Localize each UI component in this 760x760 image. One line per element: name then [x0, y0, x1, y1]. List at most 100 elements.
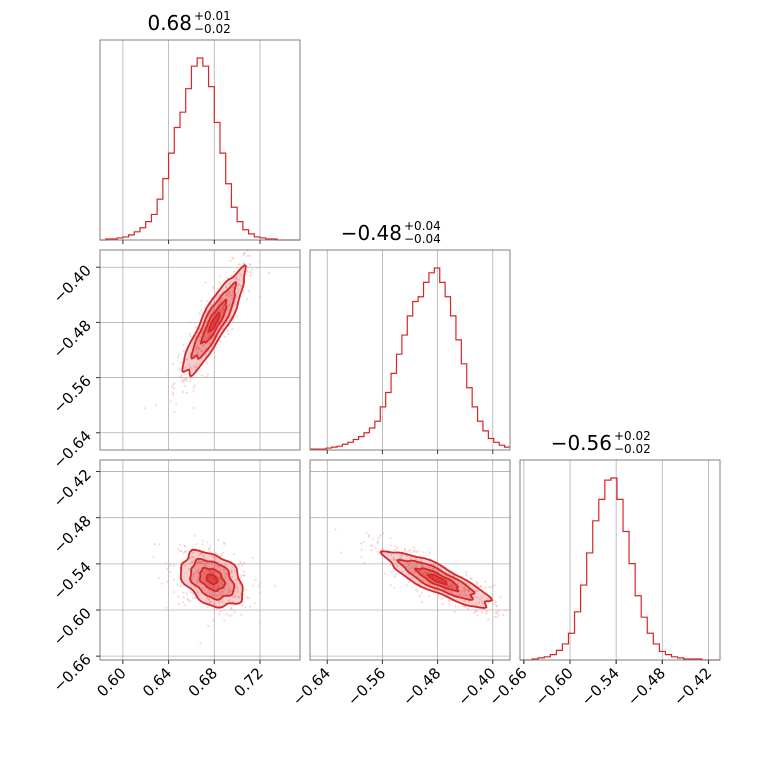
scatter-point — [462, 605, 465, 608]
scatter-point — [267, 271, 270, 275]
scatter-point — [213, 356, 216, 359]
scatter-point — [211, 309, 214, 312]
scatter-point — [219, 569, 222, 572]
scatter-point — [196, 345, 199, 348]
scatter-point — [177, 602, 180, 605]
scatter-point — [370, 544, 373, 547]
scatter-point — [182, 601, 185, 604]
scatter-point — [199, 561, 202, 564]
scatter-point — [223, 567, 226, 570]
scatter-point — [440, 597, 444, 601]
scatter-point — [230, 274, 233, 277]
scatter-point — [230, 571, 233, 575]
scatter-point — [188, 379, 192, 382]
scatter-point — [447, 585, 450, 588]
scatter-point — [227, 599, 231, 602]
scatter-point — [236, 586, 239, 589]
scatter-point — [236, 282, 239, 286]
scatter-point — [237, 283, 240, 286]
scatter-point — [197, 561, 200, 564]
scatter-point — [238, 596, 241, 599]
scatter-point — [463, 599, 466, 602]
scatter-point — [178, 367, 181, 370]
scatter-point — [197, 561, 200, 564]
scatter-point — [161, 582, 164, 585]
param-title-plus: +0.02 — [614, 429, 651, 443]
scatter-point — [222, 551, 225, 554]
scatter-point — [408, 564, 411, 567]
histogram-panel-frame — [309, 249, 511, 451]
scatter-point — [223, 542, 226, 545]
scatter-point — [255, 266, 258, 270]
scatter-point — [218, 275, 221, 278]
scatter-point — [187, 363, 191, 366]
scatter-point — [209, 601, 212, 604]
scatter-point — [210, 570, 213, 573]
scatter-point — [367, 534, 370, 537]
scatter-point — [217, 590, 221, 593]
scatter-point — [175, 402, 178, 405]
scatter-point — [190, 577, 193, 580]
scatter-point — [227, 305, 230, 308]
scatter-point — [226, 329, 230, 332]
scatter-point — [219, 299, 222, 302]
scatter-point — [251, 556, 254, 559]
scatter-point — [229, 589, 232, 592]
scatter-point — [445, 584, 448, 588]
scatter-point — [210, 309, 214, 313]
scatter-point — [400, 554, 404, 557]
scatter-point — [184, 550, 187, 553]
scatter-point — [485, 610, 488, 613]
scatter-point — [447, 589, 450, 592]
scatter-point — [221, 310, 224, 313]
scatter-point — [468, 596, 471, 600]
scatter-point — [371, 537, 375, 540]
scatter-point — [228, 290, 231, 293]
scatter-point — [378, 536, 381, 540]
scatter-point — [198, 312, 201, 315]
scatter-point — [406, 566, 409, 569]
scatter-point — [476, 582, 479, 585]
scatter-point — [184, 366, 187, 369]
scatter-point — [258, 295, 261, 298]
scatter-point — [504, 609, 508, 612]
scatter-point — [186, 592, 189, 595]
scatter-point — [193, 534, 196, 538]
scatter-point — [396, 565, 399, 568]
scatter-point — [495, 615, 499, 619]
scatter-point — [466, 607, 470, 610]
scatter-point — [465, 588, 468, 592]
scatter-point — [475, 603, 478, 606]
scatter-point — [360, 542, 363, 545]
scatter-point — [217, 577, 221, 580]
scatter-point — [360, 548, 363, 552]
scatter-point — [473, 611, 476, 615]
scatter-point — [228, 589, 231, 592]
param-title-value: 0.68 — [147, 11, 192, 35]
scatter-point — [392, 558, 395, 562]
scatter-point — [177, 356, 180, 359]
scatter-point — [203, 563, 206, 566]
scatter-point — [389, 544, 392, 547]
scatter-point — [179, 550, 182, 553]
scatter-point — [182, 379, 185, 382]
scatter-point — [415, 550, 418, 554]
scatter-point — [242, 262, 245, 265]
scatter-point — [203, 586, 206, 589]
scatter-point — [231, 256, 234, 259]
scatter-point — [203, 580, 206, 583]
scatter-point — [241, 603, 244, 607]
scatter-point — [196, 590, 199, 593]
scatter-point — [232, 286, 235, 289]
scatter-point — [228, 282, 231, 285]
x-tick-label: −0.54 — [578, 664, 623, 709]
scatter-point — [221, 311, 224, 314]
scatter-point — [181, 380, 185, 383]
scatter-point — [496, 611, 499, 614]
scatter-point — [274, 584, 277, 587]
scatter-point — [181, 378, 184, 381]
y-tick-label: −0.54 — [50, 558, 95, 603]
scatter-point — [249, 274, 252, 277]
scatter-point — [410, 567, 414, 570]
scatter-point — [164, 562, 167, 565]
